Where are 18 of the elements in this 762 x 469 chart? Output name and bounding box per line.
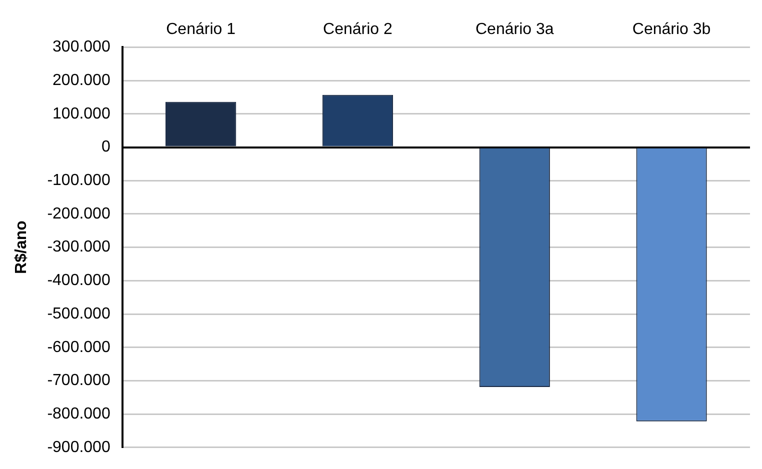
y-tick-label: 0 [101,138,110,156]
y-tick-label: 300.000 [52,38,110,56]
y-tick-label: -700.000 [47,372,110,390]
y-tick-label: -400.000 [47,272,110,290]
y-tick-label: -900.000 [47,438,110,456]
y-tick-label: 100.000 [52,105,110,122]
y-axis-title: R$/ano [13,220,30,274]
y-tick-label: -100.000 [47,172,110,190]
y-tick-label: 200.000 [52,72,110,89]
y-tick-label: -600.000 [47,338,110,356]
y-tick-label: -800.000 [47,405,110,422]
y-tick-label: -200.000 [47,205,110,222]
x-tick-label: Cenário 3b [632,21,711,38]
x-tick-label: Cenário 2 [323,21,393,38]
y-tick-label: -500.000 [47,305,110,322]
x-tick-label: Cenário 3a [475,21,554,38]
x-tick-label: Cenário 1 [166,21,236,38]
y-tick-label: -300.000 [47,238,110,256]
